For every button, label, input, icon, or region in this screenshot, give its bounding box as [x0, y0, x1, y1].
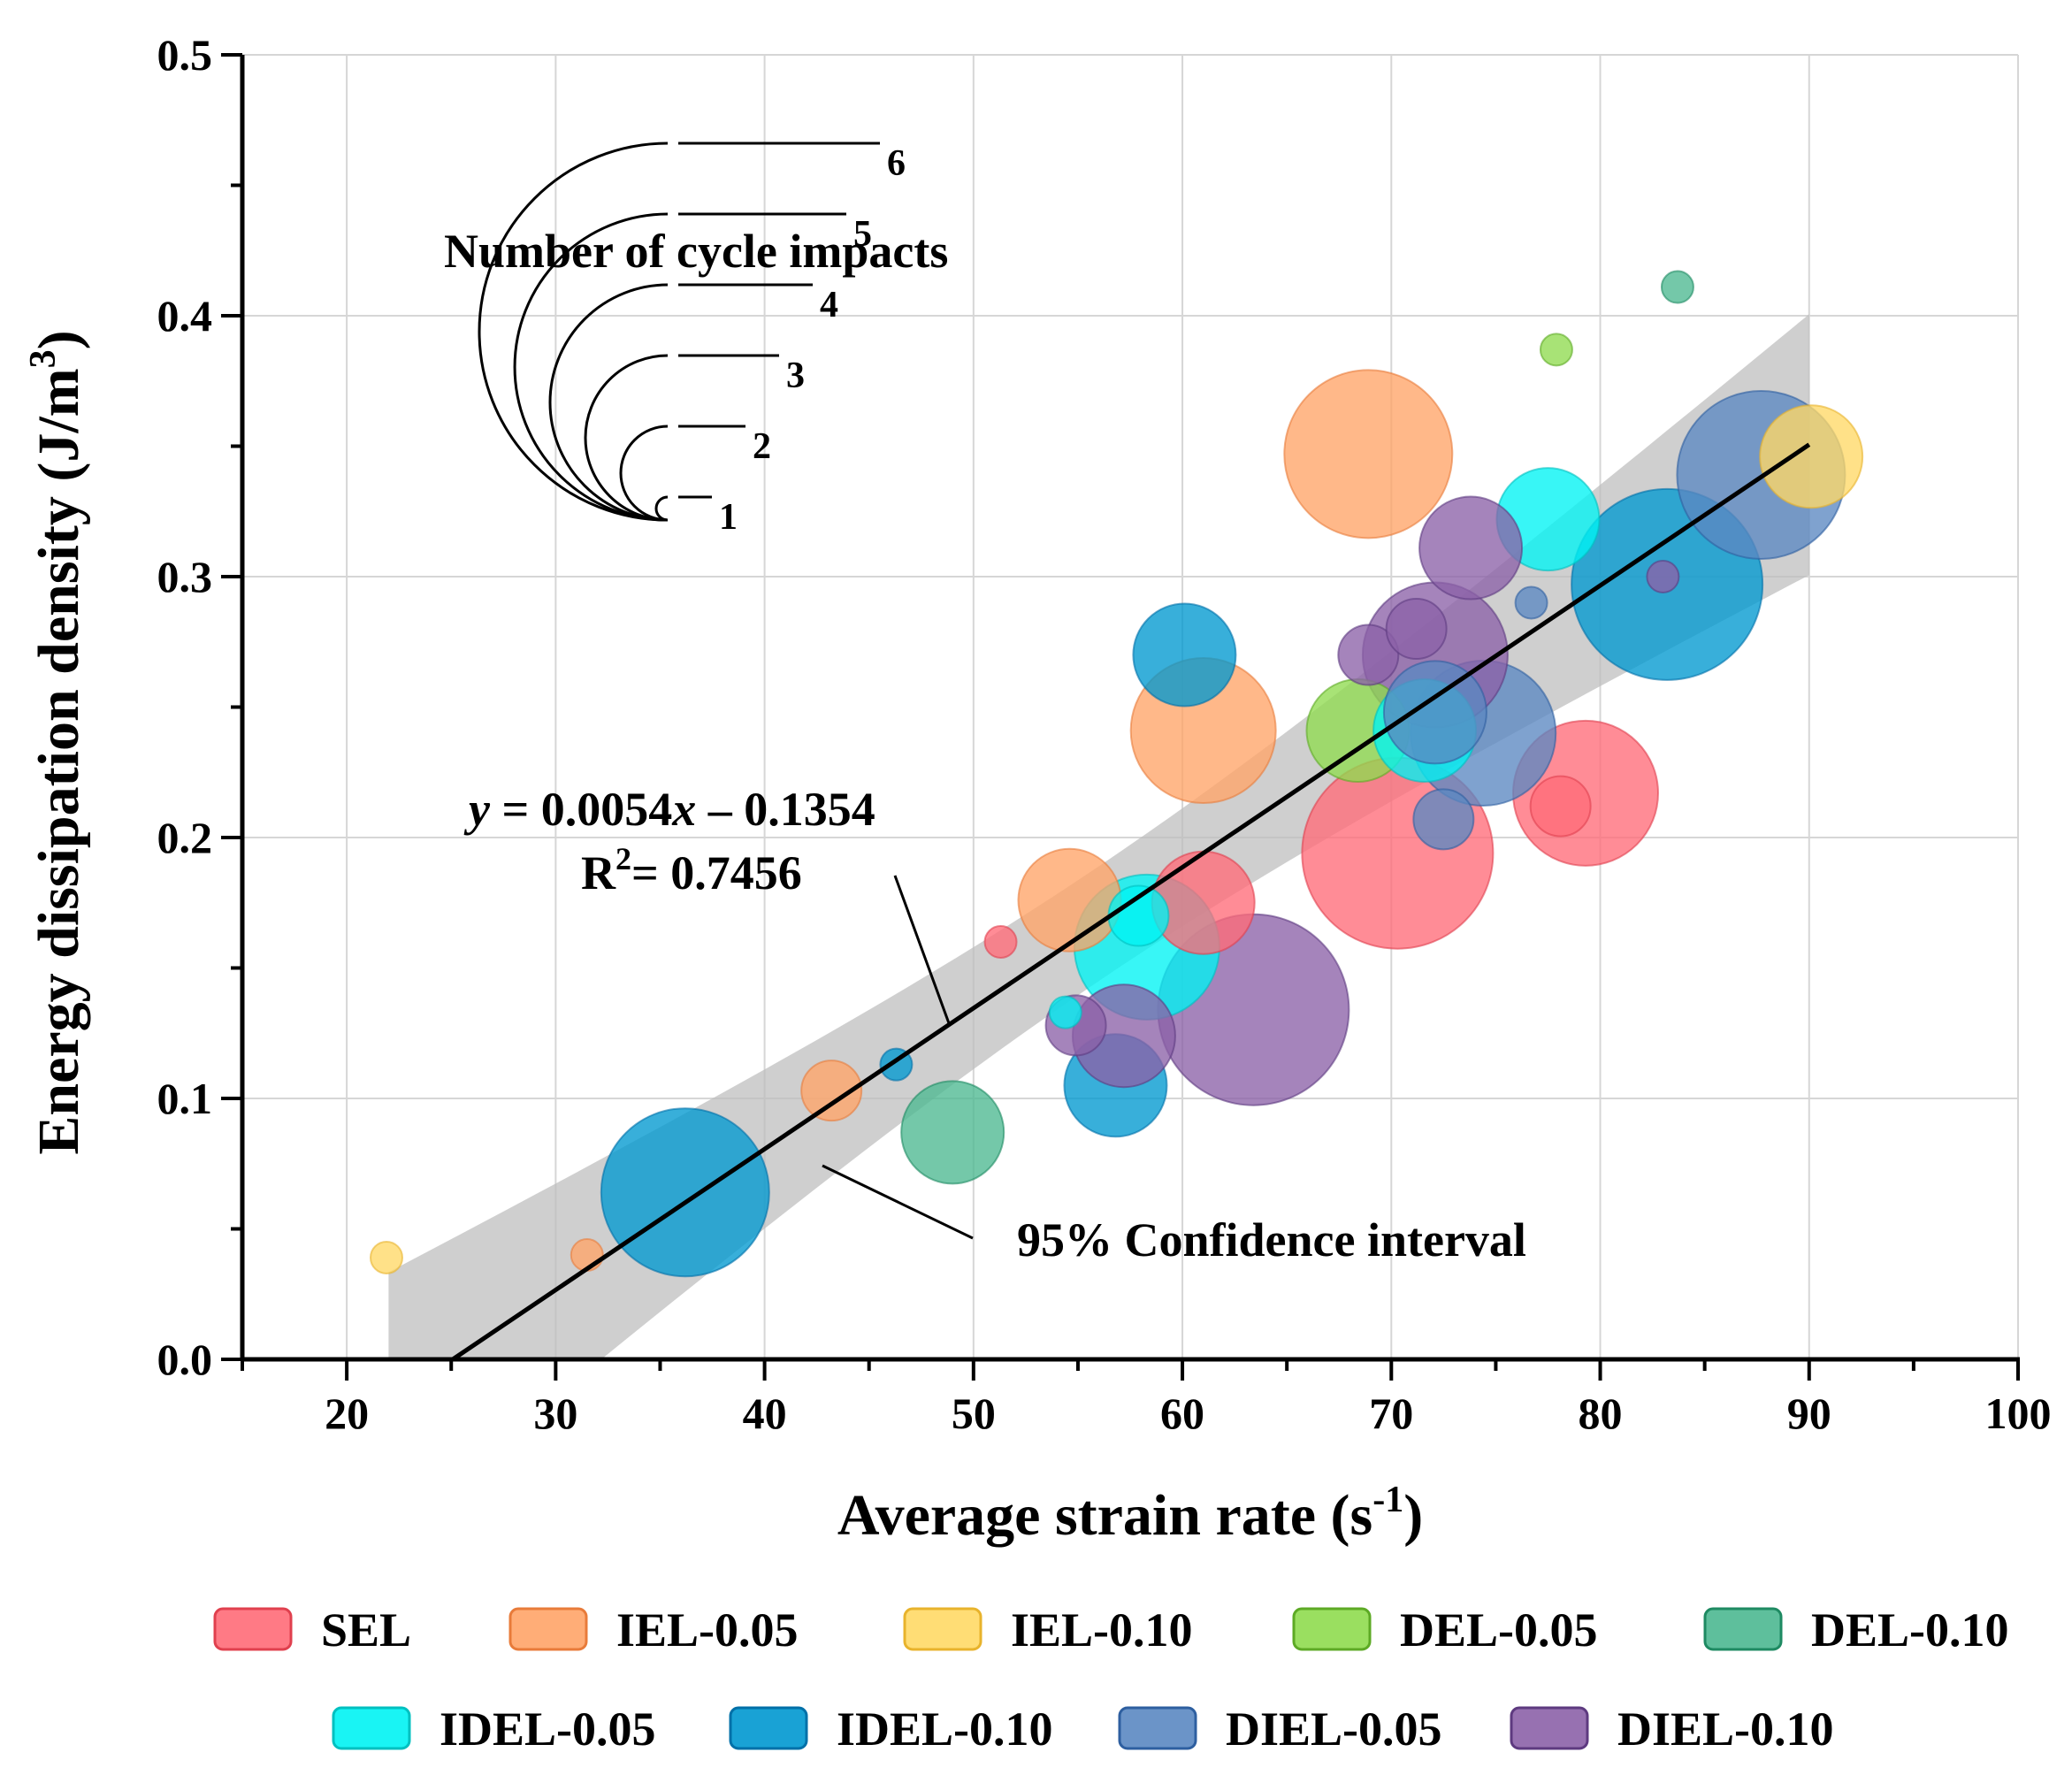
size-legend-arc: [513, 212, 669, 522]
legend-swatch-sel: [213, 1607, 293, 1651]
size-legend-arc: [478, 142, 669, 522]
y-tick-label: 0.2: [157, 813, 213, 862]
x-tick-label: 20: [325, 1389, 369, 1438]
r-squared: R2= 0.7456: [581, 841, 802, 899]
bubble-idel-010: [600, 1107, 770, 1278]
bubble-sel: [983, 925, 1018, 959]
legend-swatch-diel-010: [1510, 1706, 1589, 1750]
size-legend-label: 6: [887, 143, 906, 184]
size-legend-arc: [584, 354, 669, 522]
axes: 20 30 40 50 60 70 80 90 100 0.0 0.1 0.2 0.3 0.4 0.5 Ave…: [23, 30, 2052, 1548]
size-legend-label: 5: [853, 214, 872, 255]
fit-equation: y = 0.0054x – 0.1354: [463, 783, 875, 836]
size-legend-label: 4: [820, 285, 838, 325]
y-tick-label: 0.3: [157, 552, 213, 601]
x-tick-label: 90: [1787, 1389, 1831, 1438]
legend-swatch-del-010: [1703, 1607, 1783, 1651]
bubble-iel-010: [1759, 404, 1864, 509]
x-tick-label: 40: [743, 1389, 787, 1438]
legend-label-del-010: DEL-0.10: [1811, 1603, 2009, 1656]
size-legend-title: Number of cycle impacts: [444, 225, 948, 278]
y-tick-label: 0.1: [157, 1074, 213, 1123]
legend-label-del-005: DEL-0.05: [1400, 1603, 1598, 1656]
size-legend-label: 1: [719, 497, 738, 538]
y-tick-label: 0.0: [157, 1335, 213, 1384]
fit-equation-leader: [893, 875, 951, 1024]
x-axis-title-main: Average strain rate (s: [837, 1483, 1372, 1548]
bubble-idel-005: [1048, 995, 1082, 1029]
ci-label: 95% Confidence interval: [1017, 1213, 1526, 1266]
x-tick-label: 60: [1160, 1389, 1204, 1438]
y-axis-title: Energy dissipation density (J/m3): [23, 330, 91, 1154]
fit-equation-intercept: – 0.1354: [696, 783, 875, 836]
x-tick-label: 100: [1985, 1389, 2052, 1438]
x-tick-label: 70: [1369, 1389, 1413, 1438]
ci-leader: [822, 1164, 974, 1240]
bubble-diel-010: [1418, 495, 1524, 601]
legend-label-diel-010: DIEL-0.10: [1617, 1702, 1834, 1756]
size-legend-label: 2: [753, 426, 771, 467]
y-axis-title-main: Energy dissipation density (J/m: [27, 368, 91, 1154]
bubble-sel: [1529, 775, 1592, 838]
x-axis-title: Average strain rate (s-1): [837, 1480, 1423, 1548]
legend-swatch-diel-005: [1118, 1706, 1197, 1750]
confidence-interval-band: [388, 314, 1809, 1360]
bubble-del-010: [1660, 270, 1694, 304]
x-tick-label: 80: [1579, 1389, 1623, 1438]
r-squared-label: R: [581, 846, 616, 899]
bubble-del-005: [1539, 333, 1573, 367]
r-squared-superscript: 2: [615, 841, 631, 876]
legend-label-iel-005: IEL-0.05: [616, 1603, 799, 1656]
bubble-iel-005: [1017, 847, 1122, 953]
size-legend-arc: [619, 425, 669, 522]
fit-line-layer: [451, 442, 1811, 1362]
bubble-iel-005: [570, 1238, 604, 1272]
fit-equation-slope: = 0.0054: [490, 783, 672, 836]
x-axis-title-end: ): [1403, 1483, 1423, 1548]
y-tick-label: 0.4: [157, 291, 213, 340]
bubble-sel: [1151, 850, 1256, 955]
size-legend-arc: [654, 495, 669, 522]
legend-label-idel-010: IDEL-0.10: [837, 1702, 1053, 1756]
fit-equation-y: y: [463, 783, 491, 836]
x-axis-title-superscript: -1: [1372, 1480, 1403, 1520]
series-legend: SEL IEL-0.05 IEL-0.10 DEL-0.05 DEL-0.10 IDEL-…: [213, 1603, 2009, 1756]
legend-swatch-idel-010: [729, 1706, 808, 1750]
fit-equation-x: x: [671, 783, 696, 836]
legend-label-diel-005: DIEL-0.05: [1226, 1702, 1442, 1756]
bubble-diel-010: [1385, 598, 1448, 660]
fit-line: [451, 442, 1811, 1362]
legend-swatch-iel-010: [903, 1607, 982, 1651]
legend-label-iel-010: IEL-0.10: [1011, 1603, 1193, 1656]
legend-label-sel: SEL: [321, 1603, 411, 1656]
bubble-diel-005: [1514, 585, 1548, 620]
bubble-layer: [370, 270, 1864, 1278]
bubble-diel-005: [1382, 660, 1487, 765]
y-axis-title-superscript: 3: [23, 349, 64, 368]
legend-swatch-iel-005: [508, 1607, 588, 1651]
legend-label-idel-005: IDEL-0.05: [440, 1702, 656, 1756]
size-legend-arc: [548, 283, 669, 522]
legend-swatch-del-005: [1292, 1607, 1372, 1651]
x-tick-label: 50: [952, 1389, 996, 1438]
size-legend-label: 3: [786, 356, 805, 396]
bubble-diel-010: [1337, 624, 1400, 686]
bubble-iel-010: [370, 1240, 404, 1274]
r-squared-value: = 0.7456: [631, 846, 802, 899]
bubble-iel-005: [800, 1060, 863, 1122]
bubble-diel-005: [1412, 788, 1475, 851]
bubble-diel-010: [1646, 560, 1680, 593]
y-tick-label: 0.5: [157, 30, 213, 80]
bubble-iel-005: [1283, 369, 1454, 539]
y-axis-title-end: ): [27, 330, 91, 349]
confidence-band: [388, 314, 1809, 1360]
x-tick-label: 30: [533, 1389, 577, 1438]
bubble-idel-010: [1132, 602, 1237, 708]
legend-swatch-idel-005: [332, 1706, 411, 1750]
bubble-del-010: [900, 1080, 1005, 1185]
